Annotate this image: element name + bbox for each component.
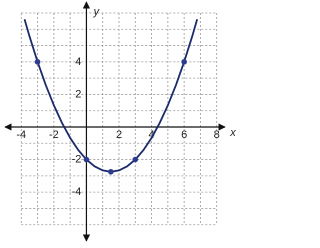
curve [23, 19, 199, 173]
x-tick-label: -2 [49, 129, 59, 141]
point [108, 168, 114, 175]
y-tick-label: -4 [72, 186, 82, 198]
x-axis-label: x [229, 127, 236, 139]
x-tick-label: 4 [149, 129, 155, 141]
y-tick-label: 2 [75, 88, 81, 100]
point [132, 156, 139, 163]
x-tick-label: -4 [16, 129, 26, 141]
x-tick-label: 2 [116, 129, 122, 141]
x-tick-label: 8 [214, 129, 220, 141]
y-tick-label: -2 [72, 153, 82, 165]
chart: x y -4 -2 2 4 6 8 -4 -2 2 4 [4, 1, 236, 242]
y-axis-label: y [93, 6, 101, 18]
y-tick-label: 4 [75, 56, 81, 68]
point [34, 59, 41, 65]
point [83, 156, 90, 163]
x-tick-label: 6 [181, 129, 187, 141]
point [181, 59, 187, 65]
